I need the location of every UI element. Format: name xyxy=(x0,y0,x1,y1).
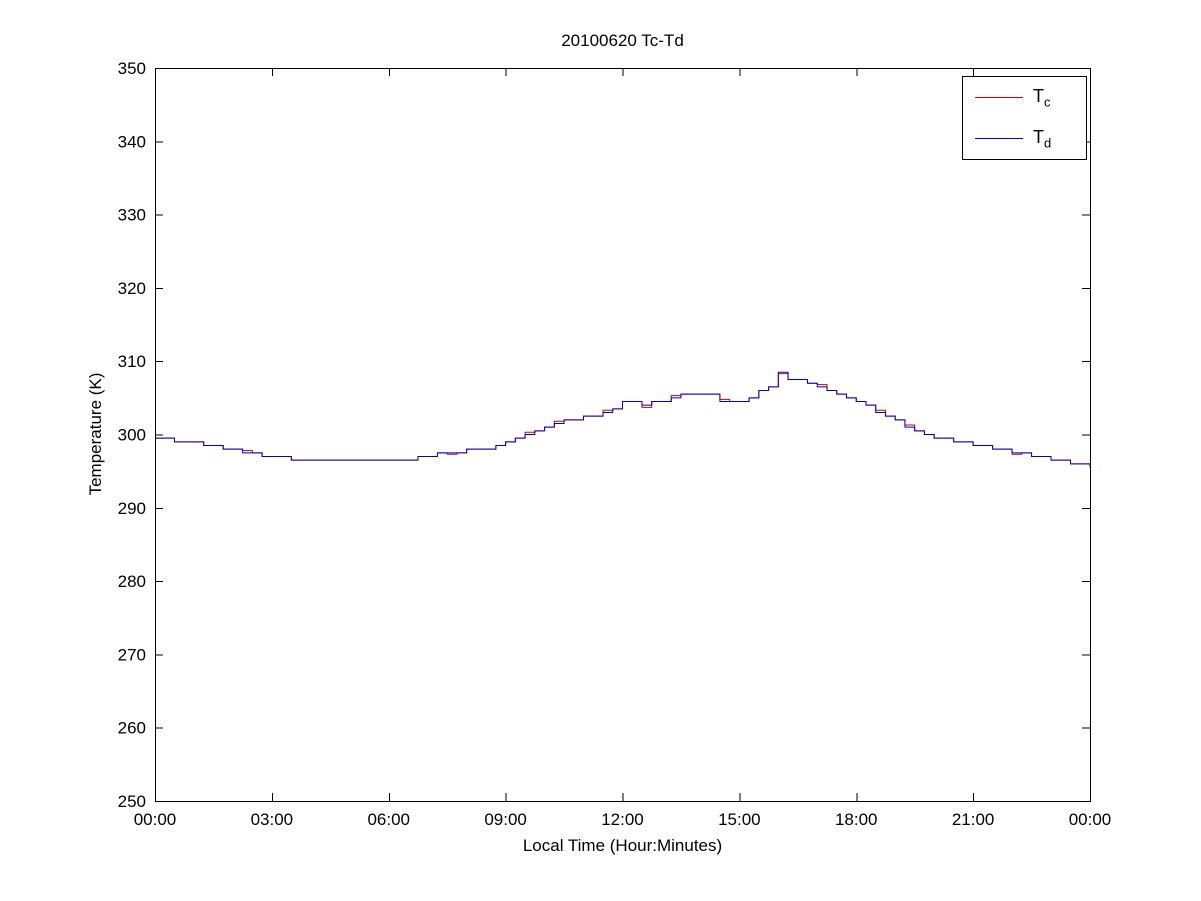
series-line-Td xyxy=(155,371,1091,468)
y-tick-label: 340 xyxy=(118,132,146,151)
y-tick-label: 250 xyxy=(118,792,146,811)
chart-title: 20100620 Tc-Td xyxy=(561,31,684,50)
y-tick-label: 300 xyxy=(118,426,146,445)
x-tick-label: 12:00 xyxy=(601,810,644,829)
x-tick-label: 09:00 xyxy=(484,810,527,829)
legend-item-Tc: Tc xyxy=(963,77,1086,118)
y-tick-label: 310 xyxy=(118,352,146,371)
legend-line-sample-Td xyxy=(975,138,1023,139)
legend-label-Td: Td xyxy=(1033,126,1052,151)
y-tick-label: 330 xyxy=(118,206,146,225)
y-tick-label: 320 xyxy=(118,279,146,298)
x-tick-label: 06:00 xyxy=(367,810,410,829)
x-tick-label: 03:00 xyxy=(251,810,294,829)
axis-box xyxy=(155,68,1091,802)
x-axis-label: Local Time (Hour:Minutes) xyxy=(522,836,723,855)
series-line-Tc xyxy=(155,373,1091,468)
y-tick-label: 270 xyxy=(118,645,146,664)
y-axis-label: Temperature (K) xyxy=(86,372,105,496)
x-tick-label: 18:00 xyxy=(835,810,878,829)
y-tick-label: 350 xyxy=(118,59,146,78)
x-tick-label: 15:00 xyxy=(718,810,761,829)
legend-label-Tc: Tc xyxy=(1033,85,1051,110)
x-tick-label: 00:00 xyxy=(1069,810,1112,829)
y-tick-label: 290 xyxy=(118,499,146,518)
legend-line-sample-Tc xyxy=(975,97,1023,98)
x-tick-label: 21:00 xyxy=(952,810,995,829)
y-tick-label: 280 xyxy=(118,572,146,591)
legend: Tc Td xyxy=(962,76,1087,160)
legend-item-Td: Td xyxy=(963,118,1086,159)
x-tick-label: 00:00 xyxy=(134,810,177,829)
y-tick-label: 260 xyxy=(118,719,146,738)
